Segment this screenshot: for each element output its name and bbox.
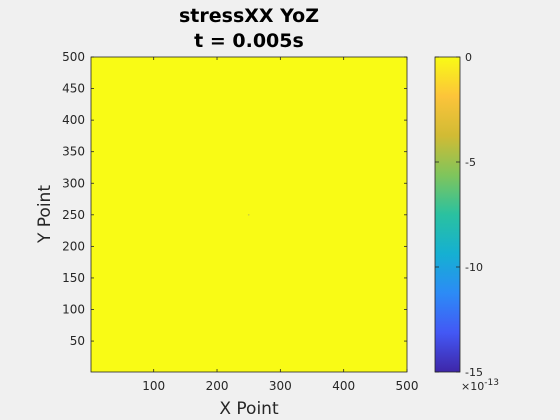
x-tick-label: 500 — [396, 379, 419, 393]
y-tick-label: 200 — [62, 239, 85, 253]
y-axis-label: Y Point — [35, 185, 55, 244]
colorbar: 0 -5 -10 -15 ×10-13 — [434, 51, 499, 393]
colorbar-tick-label: 0 — [465, 51, 472, 64]
y-tick-label: 500 — [62, 50, 85, 64]
center-point-mark — [247, 214, 250, 216]
y-tick-label: 450 — [62, 82, 85, 96]
x-tick-label: 400 — [332, 379, 355, 393]
x-axis-label: X Point — [219, 399, 279, 419]
y-axis-ticks: 50 100 150 200 250 300 350 400 450 500 — [62, 50, 407, 348]
y-tick-label: 250 — [62, 208, 85, 222]
y-tick-label: 50 — [70, 334, 85, 348]
colorbar-exponent: ×10-13 — [461, 378, 499, 393]
chart-title-line-1: stressXX YoZ — [179, 5, 319, 27]
chart-title-line-2: t = 0.005s — [194, 30, 304, 52]
colorbar-tick-label: -10 — [465, 261, 483, 274]
colorbar-gradient — [434, 56, 461, 373]
x-tick-label: 100 — [142, 379, 165, 393]
colorbar-tick-label: -15 — [465, 366, 483, 379]
y-tick-label: 350 — [62, 145, 85, 159]
plot-area: 100 200 300 400 500 50 100 150 200 250 300 350 400 4… — [62, 50, 418, 393]
x-tick-label: 300 — [269, 379, 292, 393]
colorbar-ticks: 0 -5 -10 -15 — [435, 51, 483, 379]
colorbar-exponent-power: -13 — [484, 378, 499, 388]
x-tick-label: 200 — [206, 379, 229, 393]
y-tick-label: 150 — [62, 271, 85, 285]
colorbar-exponent-base: ×10 — [461, 380, 484, 393]
y-tick-label: 400 — [62, 113, 85, 127]
colorbar-tick-label: -5 — [465, 156, 476, 169]
y-tick-label: 100 — [62, 303, 85, 317]
x-axis-ticks: 100 200 300 400 500 — [142, 57, 418, 393]
y-tick-label: 300 — [62, 176, 85, 190]
